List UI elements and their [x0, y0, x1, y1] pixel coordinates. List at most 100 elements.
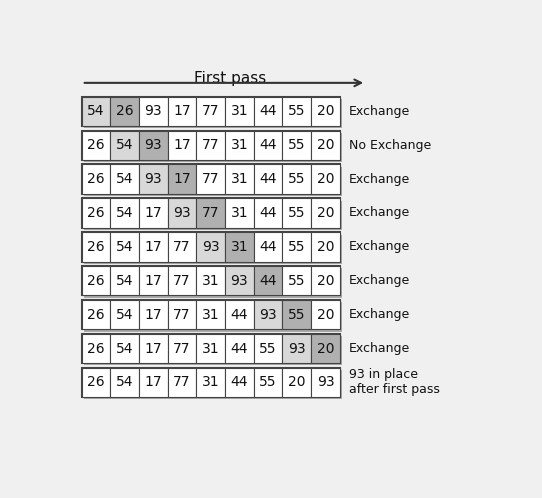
Text: 93 in place
after first pass: 93 in place after first pass: [349, 369, 440, 396]
Text: 54: 54: [116, 138, 133, 152]
Text: 17: 17: [145, 274, 162, 288]
Bar: [225, 130, 254, 160]
Text: 31: 31: [230, 206, 248, 220]
Bar: [254, 300, 282, 329]
Text: 55: 55: [288, 138, 306, 152]
Bar: [225, 266, 254, 295]
Text: 77: 77: [173, 274, 191, 288]
Bar: [282, 300, 311, 329]
Text: 26: 26: [87, 308, 105, 322]
Bar: [167, 334, 196, 363]
Bar: [82, 164, 340, 194]
Text: 93: 93: [317, 375, 334, 389]
Bar: [82, 232, 111, 261]
Text: 44: 44: [231, 375, 248, 389]
Bar: [111, 334, 139, 363]
Text: 20: 20: [317, 172, 334, 186]
Bar: [225, 232, 254, 261]
Bar: [111, 97, 139, 126]
Bar: [311, 97, 340, 126]
Bar: [196, 198, 225, 228]
Text: 44: 44: [259, 274, 277, 288]
Bar: [311, 368, 340, 397]
Bar: [167, 300, 196, 329]
Text: 17: 17: [173, 172, 191, 186]
Bar: [139, 164, 167, 194]
Bar: [111, 198, 139, 228]
Text: 44: 44: [259, 138, 277, 152]
Text: 54: 54: [116, 274, 133, 288]
Bar: [196, 266, 225, 295]
Bar: [167, 368, 196, 397]
Text: Exchange: Exchange: [349, 173, 410, 186]
Bar: [254, 232, 282, 261]
Text: 54: 54: [116, 308, 133, 322]
Bar: [196, 130, 225, 160]
Text: 77: 77: [173, 342, 191, 356]
Bar: [82, 97, 111, 126]
Bar: [82, 198, 111, 228]
Bar: [196, 97, 225, 126]
Text: 54: 54: [116, 172, 133, 186]
Text: 77: 77: [173, 240, 191, 254]
Text: Exchange: Exchange: [349, 241, 410, 253]
Bar: [139, 130, 167, 160]
Text: 20: 20: [317, 138, 334, 152]
Text: 77: 77: [173, 308, 191, 322]
Bar: [196, 232, 225, 261]
Bar: [254, 334, 282, 363]
Bar: [82, 368, 111, 397]
Bar: [84, 336, 342, 366]
Text: 26: 26: [116, 105, 133, 119]
Bar: [311, 164, 340, 194]
Bar: [84, 201, 342, 230]
Bar: [254, 368, 282, 397]
Text: 54: 54: [116, 375, 133, 389]
Text: 55: 55: [288, 172, 306, 186]
Text: 44: 44: [259, 240, 277, 254]
Bar: [139, 334, 167, 363]
Bar: [254, 130, 282, 160]
Bar: [282, 368, 311, 397]
Bar: [139, 232, 167, 261]
Bar: [282, 266, 311, 295]
Bar: [82, 97, 340, 126]
Text: 54: 54: [87, 105, 105, 119]
Bar: [82, 368, 340, 397]
Text: 17: 17: [145, 308, 162, 322]
Text: 31: 31: [230, 138, 248, 152]
Bar: [82, 334, 111, 363]
Text: 54: 54: [116, 240, 133, 254]
Text: 93: 93: [145, 105, 162, 119]
Text: 93: 93: [230, 274, 248, 288]
Text: Exchange: Exchange: [349, 105, 410, 118]
Bar: [82, 300, 340, 329]
Text: 17: 17: [173, 105, 191, 119]
Bar: [311, 130, 340, 160]
Text: 44: 44: [259, 105, 277, 119]
Bar: [311, 266, 340, 295]
Text: 26: 26: [87, 342, 105, 356]
Text: 55: 55: [288, 274, 306, 288]
Text: 93: 93: [173, 206, 191, 220]
Text: 31: 31: [230, 172, 248, 186]
Bar: [111, 130, 139, 160]
Bar: [225, 334, 254, 363]
Text: 17: 17: [145, 206, 162, 220]
Bar: [111, 300, 139, 329]
Bar: [311, 198, 340, 228]
Bar: [82, 232, 340, 261]
Bar: [225, 368, 254, 397]
Text: 54: 54: [116, 206, 133, 220]
Text: 31: 31: [230, 240, 248, 254]
Bar: [282, 232, 311, 261]
Text: 44: 44: [231, 342, 248, 356]
Bar: [254, 164, 282, 194]
Bar: [167, 198, 196, 228]
Bar: [282, 164, 311, 194]
Bar: [225, 198, 254, 228]
Text: First pass: First pass: [195, 71, 267, 86]
Bar: [139, 198, 167, 228]
Text: 26: 26: [87, 172, 105, 186]
Text: 55: 55: [259, 342, 277, 356]
